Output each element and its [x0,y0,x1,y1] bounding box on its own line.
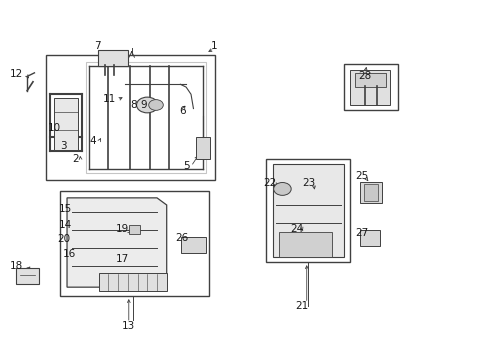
Text: 9: 9 [140,100,146,110]
Polygon shape [350,70,389,105]
Text: 13: 13 [122,321,135,331]
Polygon shape [128,225,140,234]
Text: 7: 7 [94,41,101,51]
Text: 6: 6 [179,107,185,116]
Text: 20: 20 [57,234,70,244]
Polygon shape [181,237,205,253]
Text: 26: 26 [175,233,188,243]
Text: 25: 25 [355,171,368,181]
Text: 27: 27 [355,228,368,238]
Text: 21: 21 [295,301,308,311]
Polygon shape [99,273,166,292]
Text: 19: 19 [115,224,128,234]
Polygon shape [363,184,377,202]
Text: 5: 5 [183,161,189,171]
Polygon shape [360,230,379,246]
Text: 14: 14 [59,220,72,230]
Polygon shape [272,164,344,257]
Polygon shape [196,137,210,158]
Circle shape [273,183,290,195]
Polygon shape [355,73,386,87]
Text: 4: 4 [89,136,96,147]
Polygon shape [16,267,39,284]
Polygon shape [98,50,127,66]
Text: 24: 24 [290,224,303,234]
Text: 11: 11 [102,94,116,104]
Text: 2: 2 [72,154,79,164]
Text: 17: 17 [115,254,128,264]
Text: 16: 16 [62,249,76,259]
Circle shape [148,100,163,111]
Text: 12: 12 [9,68,22,78]
Text: 28: 28 [358,71,371,81]
Text: 10: 10 [47,123,61,133]
Polygon shape [54,98,78,150]
Text: 18: 18 [9,261,22,271]
Polygon shape [360,182,381,203]
Text: 1: 1 [211,41,217,51]
Circle shape [136,97,158,113]
Text: 22: 22 [263,178,276,188]
Polygon shape [278,232,331,257]
Text: 15: 15 [59,203,72,213]
Text: 3: 3 [60,141,67,151]
Text: 23: 23 [302,178,315,188]
Text: 8: 8 [130,100,137,110]
Polygon shape [67,198,166,287]
